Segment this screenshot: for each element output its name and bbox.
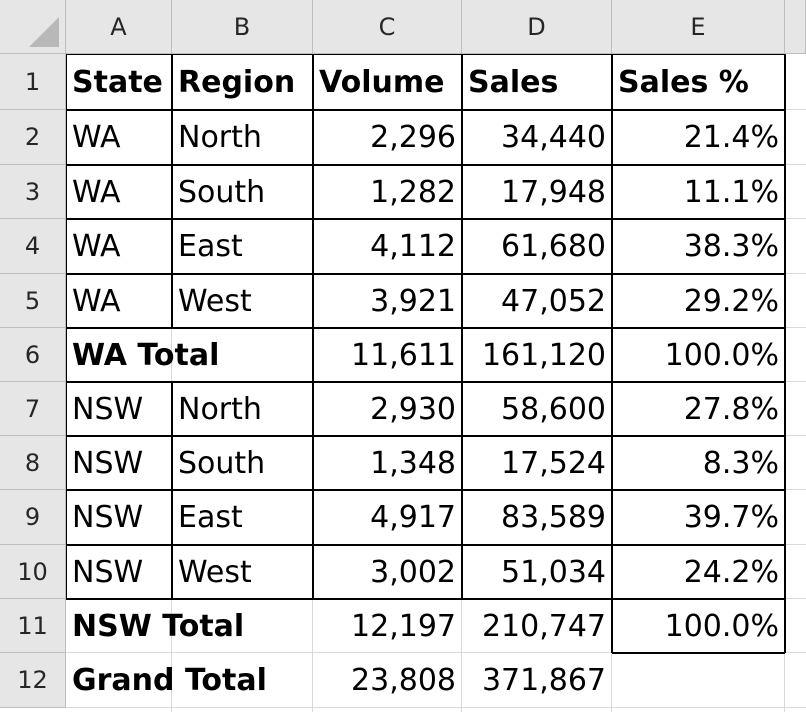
cell-b9[interactable]: East [178, 500, 243, 535]
cell-a5[interactable]: WA [72, 283, 121, 319]
cell-d5[interactable]: 47,052 [501, 283, 606, 319]
cell-e5[interactable]: 29.2% [683, 283, 779, 319]
cell-d6[interactable]: 161,120 [481, 337, 606, 373]
cell-d4[interactable]: 61,680 [501, 229, 606, 264]
cell-b5[interactable]: West [178, 283, 252, 319]
column-header-f-partial[interactable] [785, 0, 806, 54]
cell-a7[interactable]: NSW [72, 391, 144, 427]
cell-c10[interactable]: 3,002 [370, 554, 456, 590]
cell-border-h [66, 598, 785, 600]
cell-border-h [66, 489, 785, 491]
cell-b1[interactable]: Region [178, 64, 296, 100]
cell-b3[interactable]: South [178, 174, 266, 210]
cell-c3[interactable]: 1,282 [370, 174, 456, 210]
cell-a9[interactable]: NSW [72, 500, 144, 535]
column-header-d[interactable]: D [462, 0, 612, 54]
cell-e6[interactable]: 100.0% [664, 337, 779, 373]
cell-d7[interactable]: 58,600 [501, 391, 606, 427]
column-header-e[interactable]: E [612, 0, 785, 54]
cell-border-h [66, 218, 785, 220]
cell-e1[interactable]: Sales % [618, 64, 749, 100]
cell-border-v [171, 382, 173, 599]
cell-c9[interactable]: 4,917 [370, 500, 456, 535]
cell-b8[interactable]: South [178, 445, 266, 481]
cell-a8[interactable]: NSW [72, 445, 144, 481]
cell-e3[interactable]: 11.1% [683, 174, 779, 210]
cell-e2[interactable]: 21.4% [683, 120, 779, 155]
cell-border-h [66, 544, 785, 546]
row-header-7[interactable]: 7 [0, 382, 66, 436]
cell-a11[interactable]: NSW Total [72, 608, 245, 644]
cell-c4[interactable]: 4,112 [370, 229, 456, 264]
cell-e4[interactable]: 38.3% [683, 229, 779, 264]
gridline-horizontal [66, 707, 806, 708]
cell-d9[interactable]: 83,589 [501, 500, 606, 535]
cell-border-v [171, 54, 173, 328]
cell-e10[interactable]: 24.2% [683, 554, 779, 590]
cell-d10[interactable]: 51,034 [501, 554, 606, 590]
cell-e7[interactable]: 27.8% [683, 391, 779, 427]
cell-border-h [66, 273, 785, 275]
row-header-10[interactable]: 10 [0, 545, 66, 599]
cell-b4[interactable]: East [178, 229, 243, 264]
cell-d3[interactable]: 17,948 [501, 174, 606, 210]
cell-border-h [66, 381, 785, 383]
cell-e11[interactable]: 100.0% [664, 608, 779, 644]
cell-d1[interactable]: Sales [468, 64, 559, 100]
cell-a2[interactable]: WA [72, 120, 121, 155]
column-header-c[interactable]: C [313, 0, 462, 54]
column-header-a[interactable]: A [66, 0, 172, 54]
cell-c2[interactable]: 2,296 [370, 120, 456, 155]
cell-border-v [312, 54, 314, 599]
cell-a4[interactable]: WA [72, 229, 121, 264]
cell-a1[interactable]: State [72, 64, 163, 100]
cell-border-v [461, 54, 463, 599]
cell-c11[interactable]: 12,197 [351, 608, 456, 644]
row-header-9[interactable]: 9 [0, 490, 66, 545]
cell-border-v [65, 54, 67, 599]
row-header-2[interactable]: 2 [0, 110, 66, 165]
cell-border-h [66, 53, 785, 55]
cell-c5[interactable]: 3,921 [370, 283, 456, 319]
select-all-corner[interactable] [0, 0, 66, 54]
cell-border-h [66, 327, 785, 329]
gridline-horizontal [66, 652, 806, 653]
row-header-3[interactable]: 3 [0, 165, 66, 219]
cell-a6[interactable]: WA Total [72, 337, 220, 373]
cell-b7[interactable]: North [178, 391, 262, 427]
cell-a10[interactable]: NSW [72, 554, 144, 590]
cell-d12[interactable]: 371,867 [481, 663, 606, 698]
cell-c7[interactable]: 2,930 [370, 391, 456, 427]
row-header-5[interactable]: 5 [0, 274, 66, 328]
cell-a3[interactable]: WA [72, 174, 121, 210]
cell-e8[interactable]: 8.3% [702, 445, 779, 481]
cell-border-h [66, 164, 785, 166]
cell-c1[interactable]: Volume [319, 64, 445, 100]
cell-d2[interactable]: 34,440 [501, 120, 606, 155]
cell-c12[interactable]: 23,808 [351, 663, 456, 698]
cell-d8[interactable]: 17,524 [501, 445, 606, 481]
select-all-triangle-icon [29, 17, 59, 47]
cell-e9[interactable]: 39.7% [683, 500, 779, 535]
row-header-4[interactable]: 4 [0, 219, 66, 274]
row-header-11[interactable]: 11 [0, 599, 66, 653]
cell-b2[interactable]: North [178, 120, 262, 155]
cell-border-h [66, 435, 785, 437]
column-header-b[interactable]: B [172, 0, 313, 54]
cell-c8[interactable]: 1,348 [370, 445, 456, 481]
cell-grid: State Region Volume Sales Sales % WA North 2,29… [65, 53, 806, 712]
row-header-6[interactable]: 6 [0, 328, 66, 382]
row-header-8[interactable]: 8 [0, 436, 66, 490]
row-header-1[interactable]: 1 [0, 54, 66, 110]
cell-d11[interactable]: 210,747 [481, 608, 606, 644]
cell-border-h [66, 109, 785, 111]
cell-a12[interactable]: Grand Total [72, 663, 267, 698]
cell-border-v [611, 54, 613, 653]
row-header-12[interactable]: 12 [0, 653, 66, 708]
cell-border-v [784, 54, 786, 653]
cell-c6[interactable]: 11,611 [351, 337, 456, 373]
cell-b10[interactable]: West [178, 554, 252, 590]
cell-border-h [612, 652, 785, 654]
